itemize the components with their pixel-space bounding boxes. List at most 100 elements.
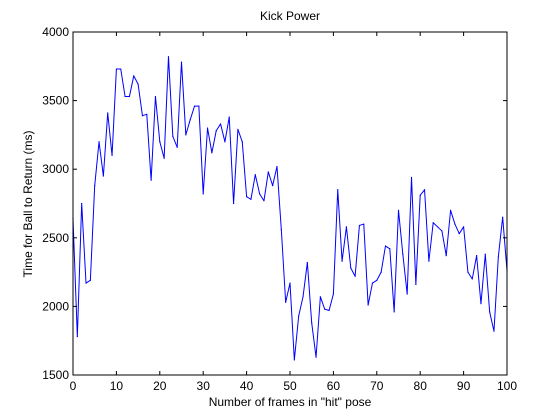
data-point [463,226,465,228]
data-point [311,322,313,324]
data-point [211,152,213,154]
data-point [454,223,456,225]
data-point [107,112,109,114]
data-point [176,146,178,148]
data-point [319,296,321,298]
data-point [198,105,200,107]
data-point [280,228,282,231]
data-point [259,193,261,195]
data-point [423,189,426,191]
data-point [332,293,334,295]
y-tick-label: 1500 [42,368,69,382]
data-point [389,248,391,250]
data-point [133,75,135,77]
data-point [415,283,417,286]
data-point [124,95,126,98]
data-point [337,189,339,191]
data-point [94,185,96,187]
data-point [146,113,148,115]
data-point [150,179,152,181]
plot-area: 0 10 20 30 40 50 60 70 80 90 100 1500 2000 2500 3000 35… [42,25,517,393]
data-point [224,141,226,143]
data-point [324,308,326,310]
data-point [393,311,395,313]
x-tick-label: 50 [283,379,297,393]
data-point [428,260,430,262]
data-point [81,202,83,205]
data-point [237,128,239,131]
data-point [402,253,404,255]
data-point [167,56,170,58]
data-point [180,61,183,63]
data-point [246,196,248,198]
x-tick-label: 100 [497,379,517,393]
data-point [263,200,265,202]
x-tick-label: 90 [457,379,471,393]
y-tick-label: 2500 [42,231,69,245]
data-point [410,176,413,179]
data-point [250,198,252,200]
data-point [484,253,486,255]
data-point [141,115,144,117]
data-point [163,157,165,159]
x-tick-label: 0 [70,379,77,393]
data-point [206,127,209,129]
data-point [363,223,365,225]
x-tick-label: 40 [240,379,254,393]
data-point [76,335,78,338]
data-point [306,261,308,264]
data-point [189,119,191,121]
data-point [471,278,473,280]
data-point [458,233,460,235]
x-axis-label: Number of frames in "hit" pose [209,395,372,409]
data-point [115,68,117,70]
x-tick-label: 70 [370,379,384,393]
data-point [289,282,291,284]
data-point [376,279,378,281]
data-point [445,255,447,257]
data-point [380,271,382,273]
data-point [467,271,469,273]
data-point [102,175,104,177]
data-point [111,154,113,157]
data-point [267,171,269,173]
data-point [358,224,361,227]
y-tick-label: 2000 [42,299,69,313]
data-point [241,141,243,143]
data-point [489,311,491,313]
data-point [345,226,348,228]
data-point [120,68,122,70]
data-point [432,222,434,224]
data-point [480,303,482,305]
data-point [449,209,452,211]
data-point [441,230,443,232]
data-point [476,255,478,257]
data-point [493,330,495,332]
y-tick-label: 4000 [42,25,69,39]
data-point [215,130,217,132]
data-point [228,116,230,118]
data-point [272,185,274,187]
data-point [384,245,387,247]
y-axis-label: Time for Ball to Return (ms) [21,131,35,278]
data-point [89,279,91,281]
y-tick-label: 3000 [42,162,69,176]
data-point [328,309,330,312]
y-tick-label: 3500 [42,94,69,108]
data-point [502,216,504,218]
x-tick-label: 80 [414,379,428,393]
x-tick-label: 60 [327,379,341,393]
data-point [397,209,400,211]
data-point [85,282,87,284]
data-point [367,304,369,306]
data-point [436,226,439,228]
data-point [371,282,374,284]
x-tick-label: 20 [153,379,167,393]
data-point [232,202,235,205]
data-point [219,123,222,125]
data-point [159,141,161,143]
data-point [298,315,300,317]
data-point [419,194,421,196]
x-tick-label: 30 [197,379,211,393]
